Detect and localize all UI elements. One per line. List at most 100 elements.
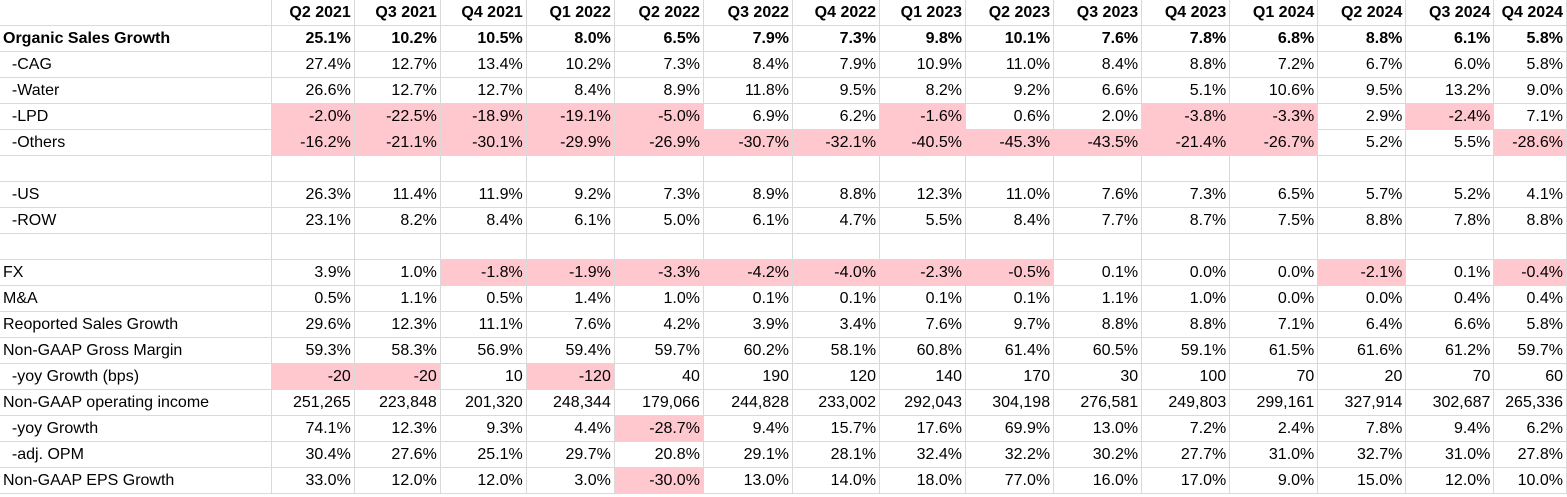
value-cell[interactable]: 12.3%	[879, 181, 967, 208]
value-cell[interactable]: 12.0%	[440, 467, 527, 494]
value-cell[interactable]: 9.4%	[703, 415, 794, 442]
value-cell[interactable]: -21.4%	[1141, 129, 1231, 156]
value-cell[interactable]: 6.4%	[1317, 311, 1407, 338]
value-cell[interactable]: 12.0%	[1405, 467, 1495, 494]
column-header[interactable]: Q2 2021	[271, 0, 355, 26]
value-cell[interactable]: 7.6%	[1053, 25, 1143, 52]
value-cell[interactable]: 29.7%	[526, 441, 615, 468]
value-cell[interactable]: 60.5%	[1053, 337, 1143, 364]
value-cell[interactable]: 8.4%	[1053, 51, 1143, 78]
value-cell[interactable]: 12.3%	[354, 311, 441, 338]
value-cell[interactable]: 5.2%	[1317, 129, 1407, 156]
value-cell[interactable]: -0.4%	[1493, 259, 1567, 286]
value-cell[interactable]: 23.1%	[271, 207, 355, 234]
value-cell[interactable]	[1493, 155, 1567, 182]
value-cell[interactable]: 327,914	[1317, 389, 1407, 416]
value-cell[interactable]: 10.0%	[1493, 467, 1567, 494]
value-cell[interactable]: 265,336	[1493, 389, 1567, 416]
value-cell[interactable]: -26.9%	[614, 129, 704, 156]
value-cell[interactable]	[703, 155, 794, 182]
value-cell[interactable]: 8.9%	[614, 77, 704, 104]
value-cell[interactable]: 5.5%	[1405, 129, 1495, 156]
row-label[interactable]: -Others	[0, 129, 272, 156]
value-cell[interactable]: -3.3%	[1229, 103, 1319, 130]
value-cell[interactable]: -1.9%	[526, 259, 615, 286]
value-cell[interactable]: 244,828	[703, 389, 794, 416]
row-label[interactable]: M&A	[0, 285, 272, 312]
value-cell[interactable]: 0.0%	[1317, 285, 1407, 312]
value-cell[interactable]	[703, 233, 794, 260]
value-cell[interactable]	[1405, 155, 1495, 182]
value-cell[interactable]: 5.2%	[1405, 181, 1495, 208]
value-cell[interactable]: 59.1%	[1141, 337, 1231, 364]
value-cell[interactable]: 61.2%	[1405, 337, 1495, 364]
value-cell[interactable]: 4.4%	[526, 415, 615, 442]
value-cell[interactable]: 7.7%	[1053, 207, 1143, 234]
value-cell[interactable]: -5.0%	[614, 103, 704, 130]
value-cell[interactable]: 32.7%	[1317, 441, 1407, 468]
value-cell[interactable]: 8.9%	[703, 181, 794, 208]
value-cell[interactable]: -3.8%	[1141, 103, 1231, 130]
value-cell[interactable]: 0.5%	[440, 285, 527, 312]
column-header[interactable]: Q4 2022	[792, 0, 881, 26]
value-cell[interactable]: 8.8%	[1053, 311, 1143, 338]
value-cell[interactable]	[879, 155, 967, 182]
value-cell[interactable]: -21.1%	[354, 129, 441, 156]
value-cell[interactable]: 8.2%	[879, 77, 967, 104]
value-cell[interactable]: 5.8%	[1493, 51, 1567, 78]
column-header[interactable]: Q4 2023	[1141, 0, 1231, 26]
value-cell[interactable]: 4.1%	[1493, 181, 1567, 208]
value-cell[interactable]: 31.0%	[1229, 441, 1319, 468]
value-cell[interactable]	[1317, 155, 1407, 182]
value-cell[interactable]: 170	[965, 363, 1055, 390]
value-cell[interactable]: 13.2%	[1405, 77, 1495, 104]
value-cell[interactable]: 8.8%	[792, 181, 881, 208]
value-cell[interactable]: 6.7%	[1317, 51, 1407, 78]
column-header[interactable]: Q4 2021	[440, 0, 527, 26]
value-cell[interactable]: 60	[1493, 363, 1567, 390]
row-label[interactable]: -LPD	[0, 103, 272, 130]
row-label[interactable]: Reoported Sales Growth	[0, 311, 272, 338]
value-cell[interactable]: 249,803	[1141, 389, 1231, 416]
value-cell[interactable]	[1317, 233, 1407, 260]
row-label[interactable]: Non-GAAP EPS Growth	[0, 467, 272, 494]
value-cell[interactable]: 58.1%	[792, 337, 881, 364]
row-label[interactable]: -yoy Growth	[0, 415, 272, 442]
value-cell[interactable]: 13.0%	[1053, 415, 1143, 442]
value-cell[interactable]: 0.6%	[965, 103, 1055, 130]
row-label[interactable]	[0, 233, 272, 260]
value-cell[interactable]: 0.5%	[271, 285, 355, 312]
value-cell[interactable]: 304,198	[965, 389, 1055, 416]
value-cell[interactable]: 0.1%	[1053, 259, 1143, 286]
value-cell[interactable]: -19.1%	[526, 103, 615, 130]
value-cell[interactable]: 7.3%	[614, 181, 704, 208]
value-cell[interactable]: 5.8%	[1493, 311, 1567, 338]
column-header[interactable]: Q2 2023	[965, 0, 1055, 26]
value-cell[interactable]: 7.9%	[792, 51, 881, 78]
value-cell[interactable]: 6.1%	[1405, 25, 1495, 52]
row-label[interactable]	[0, 155, 272, 182]
value-cell[interactable]	[271, 233, 355, 260]
value-cell[interactable]: 7.3%	[792, 25, 881, 52]
value-cell[interactable]: 8.8%	[1317, 25, 1407, 52]
value-cell[interactable]: 70	[1229, 363, 1319, 390]
value-cell[interactable]: 7.9%	[703, 25, 794, 52]
value-cell[interactable]: 9.2%	[965, 77, 1055, 104]
value-cell[interactable]: -26.7%	[1229, 129, 1319, 156]
value-cell[interactable]: -4.0%	[792, 259, 881, 286]
value-cell[interactable]: 27.7%	[1141, 441, 1231, 468]
value-cell[interactable]: 5.0%	[614, 207, 704, 234]
value-cell[interactable]: 9.2%	[526, 181, 615, 208]
value-cell[interactable]	[1229, 155, 1319, 182]
value-cell[interactable]: 15.7%	[792, 415, 881, 442]
value-cell[interactable]: 18.0%	[879, 467, 967, 494]
value-cell[interactable]: -2.4%	[1405, 103, 1495, 130]
value-cell[interactable]: 30	[1053, 363, 1143, 390]
row-label[interactable]: -CAG	[0, 51, 272, 78]
value-cell[interactable]: 11.4%	[354, 181, 441, 208]
value-cell[interactable]: 6.5%	[1229, 181, 1319, 208]
value-cell[interactable]: 20	[1317, 363, 1407, 390]
value-cell[interactable]	[1493, 233, 1567, 260]
value-cell[interactable]: 33.0%	[271, 467, 355, 494]
value-cell[interactable]: 29.6%	[271, 311, 355, 338]
